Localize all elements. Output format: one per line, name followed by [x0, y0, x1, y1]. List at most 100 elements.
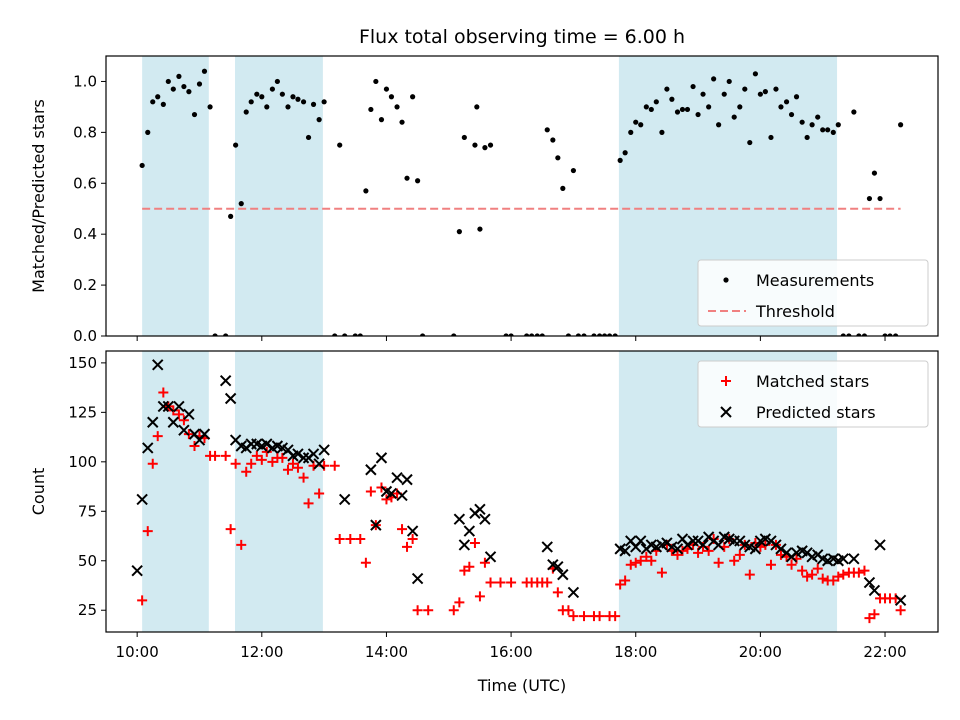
- data-point: [357, 333, 363, 336]
- data-point: [485, 577, 496, 588]
- data-point: [648, 106, 654, 113]
- data-point: [337, 142, 343, 148]
- data-point: [731, 114, 737, 120]
- data-point: [147, 416, 159, 428]
- data-point: [285, 104, 291, 110]
- data-point: [407, 533, 418, 544]
- data-point: [454, 597, 465, 608]
- data-point: [633, 119, 639, 125]
- data-point: [788, 111, 795, 118]
- data-point: [259, 94, 265, 100]
- data-point: [394, 104, 400, 110]
- data-point: [305, 134, 312, 141]
- data-point: [557, 568, 569, 581]
- data-point: [402, 541, 413, 552]
- data-point: [332, 333, 338, 336]
- legend-entry: Threshold: [755, 302, 835, 321]
- data-point: [412, 605, 423, 616]
- data-point: [793, 94, 800, 100]
- data-point: [152, 359, 164, 371]
- data-point: [186, 89, 192, 95]
- data-point: [147, 458, 158, 469]
- data-point: [664, 86, 670, 92]
- data-point: [461, 134, 467, 141]
- data-point: [181, 83, 187, 90]
- data-point: [783, 99, 790, 105]
- data-point: [495, 577, 506, 588]
- observing-interval: [142, 351, 209, 632]
- data-point: [314, 488, 325, 499]
- data-point: [895, 605, 906, 616]
- data-point: [178, 415, 189, 426]
- data-point: [316, 117, 322, 123]
- data-point: [684, 106, 691, 113]
- data-point: [567, 586, 580, 599]
- data-point: [874, 539, 886, 551]
- data-point: [334, 533, 345, 544]
- legend-entry: Predicted stars: [756, 403, 876, 422]
- data-point: [893, 333, 899, 336]
- data-point: [898, 122, 904, 128]
- data-point: [757, 91, 763, 97]
- data-point: [256, 454, 267, 465]
- data-point: [570, 167, 577, 174]
- data-point: [404, 175, 410, 181]
- data-point: [345, 533, 356, 544]
- data-point: [236, 539, 247, 550]
- data-point: [882, 333, 888, 336]
- data-point: [775, 543, 787, 555]
- data-point: [846, 333, 852, 336]
- data-point: [656, 567, 667, 578]
- y-tick-label: 1.0: [73, 72, 97, 90]
- data-point: [804, 134, 810, 141]
- data-point: [737, 104, 743, 110]
- data-point: [282, 464, 293, 475]
- data-point: [474, 503, 486, 516]
- data-point: [189, 440, 200, 451]
- data-point: [552, 560, 564, 573]
- data-point: [295, 96, 301, 102]
- data-point: [365, 486, 376, 497]
- data-point: [765, 559, 776, 570]
- data-point: [352, 333, 358, 336]
- data-point: [469, 537, 480, 548]
- data-point: [162, 400, 175, 413]
- data-point: [196, 81, 203, 87]
- y-tick-label: 50: [78, 552, 97, 570]
- y-tick-label: 100: [68, 453, 97, 471]
- data-point: [399, 119, 405, 125]
- x-tick-label: 12:00: [240, 643, 283, 661]
- data-point: [155, 94, 161, 100]
- data-point: [630, 557, 641, 568]
- legend-entry: Measurements: [756, 271, 874, 290]
- observing-interval: [235, 351, 323, 632]
- data-point: [638, 122, 644, 128]
- data-point: [871, 170, 878, 176]
- data-point: [183, 408, 195, 421]
- data-point: [861, 333, 868, 336]
- data-point: [338, 493, 351, 506]
- data-point: [669, 96, 675, 102]
- data-point: [329, 460, 340, 471]
- data-point: [456, 229, 462, 235]
- data-point: [136, 493, 148, 506]
- data-point: [170, 86, 176, 92]
- data-point: [786, 559, 797, 570]
- data-point: [550, 137, 556, 143]
- data-point: [866, 195, 873, 202]
- data-point: [472, 142, 478, 148]
- data-point: [721, 91, 727, 97]
- data-point: [223, 333, 229, 336]
- data-point: [807, 569, 818, 580]
- data-point: [191, 111, 198, 118]
- data-point: [799, 119, 805, 125]
- data-point: [131, 564, 143, 577]
- data-point: [749, 543, 762, 555]
- data-point: [617, 157, 623, 163]
- data-point: [868, 584, 881, 597]
- data-point: [419, 333, 426, 336]
- data-point: [835, 122, 841, 128]
- data-point: [292, 462, 303, 473]
- data-point: [619, 545, 631, 557]
